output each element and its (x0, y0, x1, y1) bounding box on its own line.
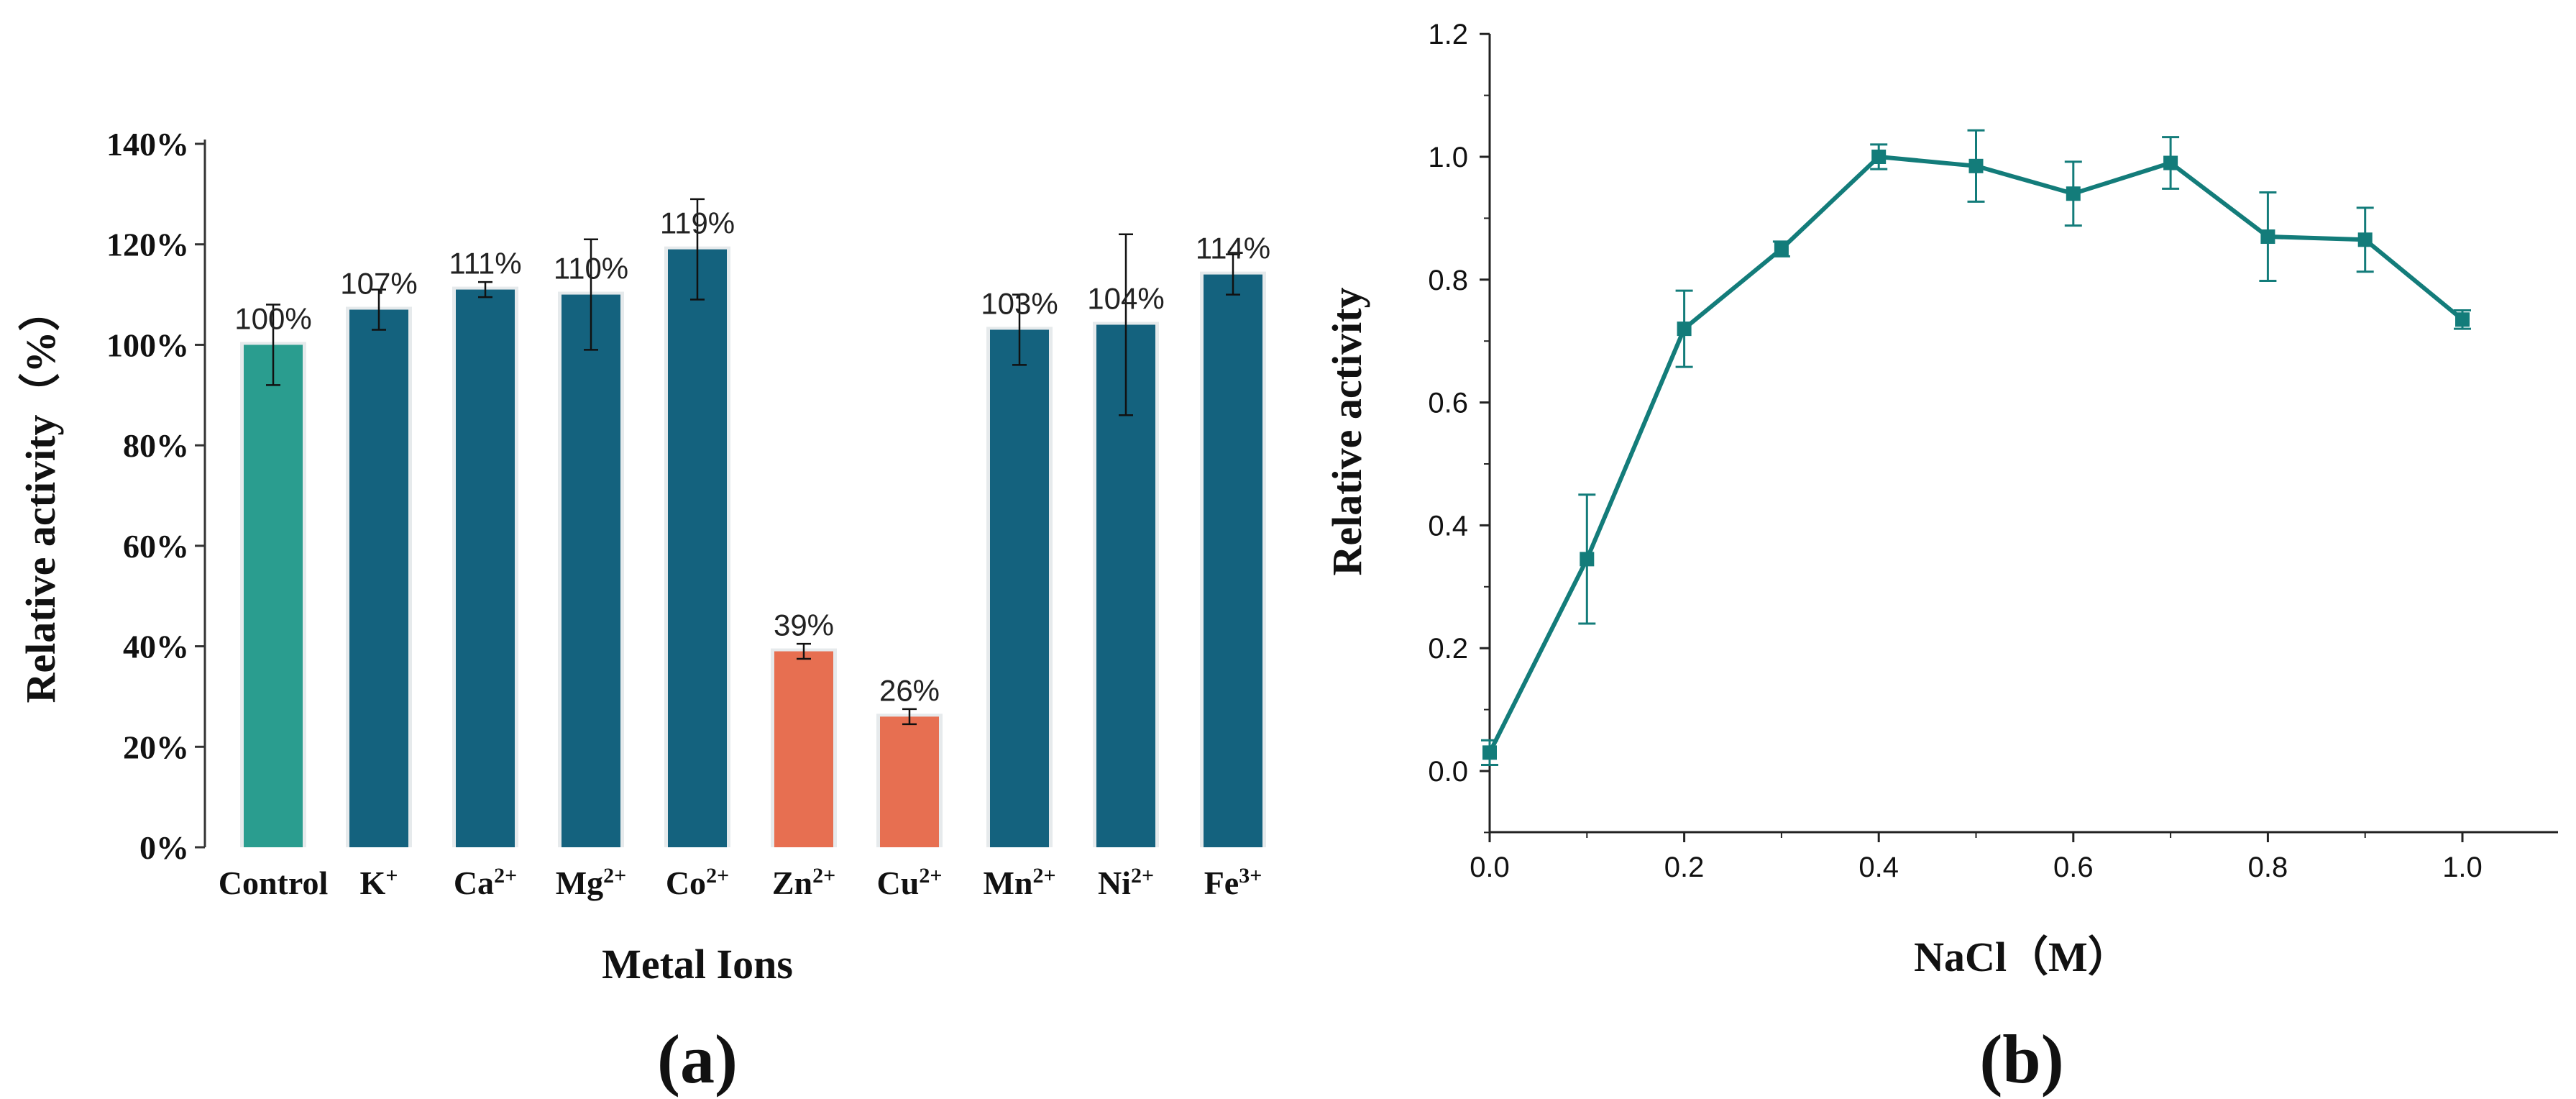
y-tick-label: 40% (123, 629, 189, 665)
y-axis-title: Relative activity (1324, 287, 1370, 575)
x-tick-label: 0.6 (2053, 852, 2094, 883)
data-label: 100% (234, 301, 311, 335)
x-tick-base: Mn (983, 865, 1032, 901)
x-tick-base: K (360, 865, 386, 901)
data-point (2066, 186, 2081, 201)
y-axis-title: Relative activity（%） (17, 289, 64, 703)
x-tick-superscript: + (385, 864, 398, 888)
y-tick-label: 1.0 (1428, 142, 1468, 173)
x-tick-label: Control (219, 865, 329, 901)
y-tick-label: 0% (139, 829, 189, 866)
bar (1204, 274, 1262, 848)
x-tick-superscript: 2+ (706, 864, 729, 888)
panel-b-line-chart: 0.0 0.2 0.4 0.6 0.8 1.0 1.2 0.0 0.2 0.4 0.6 0.8 1.0 N… (1324, 19, 2558, 1098)
x-axis-title: NaCl（M） (1914, 934, 2130, 980)
x-tick-label: Ni2+ (1098, 864, 1154, 901)
data-label: 114% (1196, 232, 1270, 265)
data-point (1968, 158, 1984, 173)
y-tick-label: 0.4 (1428, 510, 1468, 542)
y-tick-label: 100% (106, 327, 189, 363)
data-label: 110% (554, 252, 628, 286)
x-tick-superscript: 2+ (1131, 864, 1154, 888)
data-point (2357, 232, 2373, 247)
data-point (1580, 552, 1595, 567)
y-tick-label: 140% (106, 126, 189, 163)
x-tick-base: Cu (877, 865, 920, 901)
data-point (2455, 312, 2470, 327)
panel-a-bar-chart: 0% 20% 40% 60% 80% 100% 120% 140% 100% Control 107… (17, 126, 1270, 1098)
data-point (2260, 229, 2275, 245)
x-tick-base: Co (666, 865, 706, 901)
data-label: 111% (449, 247, 521, 281)
x-tick-superscript: 2+ (812, 864, 835, 888)
data-point (2163, 155, 2178, 170)
y-tick-label: 120% (106, 227, 189, 263)
y-tick-label: 1.2 (1428, 19, 1468, 50)
x-tick-base: Ni (1098, 865, 1131, 901)
bar (880, 716, 939, 847)
data-point (1482, 745, 1497, 760)
data-label: 107% (340, 267, 417, 301)
x-tick-label: Cu2+ (877, 864, 943, 901)
x-tick-superscript: 2+ (603, 864, 626, 888)
y-tick-label: 60% (123, 528, 189, 565)
bar (990, 329, 1049, 847)
x-tick-label: Mg2+ (556, 864, 627, 901)
x-tick-label: Co2+ (666, 864, 729, 901)
x-axis-title: Metal Ions (602, 941, 793, 988)
x-tick-label: Fe3+ (1204, 864, 1262, 901)
x-tick-base: Zn (772, 865, 812, 901)
data-label: 26% (879, 673, 940, 707)
x-tick-base: Mg (556, 865, 603, 901)
x-tick-label: Zn2+ (772, 864, 835, 901)
x-tick-label: Ca2+ (454, 864, 517, 901)
x-tick-base: Control (219, 865, 329, 901)
data-label: 104% (1087, 281, 1164, 315)
x-tick-label: K+ (360, 864, 398, 901)
x-tick-superscript: 2+ (494, 864, 517, 888)
data-label: 119% (660, 206, 735, 240)
y-tick-label: 20% (123, 729, 189, 765)
bar (349, 309, 408, 847)
x-tick-base: Fe (1204, 865, 1239, 901)
x-tick-label: 0.4 (1858, 852, 1899, 883)
y-tick-label: 80% (123, 427, 189, 464)
x-tick-label: Mn2+ (983, 864, 1055, 901)
y-tick-label: 0.0 (1428, 756, 1468, 788)
x-tick-superscript: 3+ (1239, 864, 1262, 888)
x-tick-label: 0.0 (1470, 852, 1510, 883)
y-tick-label: 0.8 (1428, 265, 1468, 296)
bar (774, 651, 833, 847)
x-tick-label: 1.0 (2442, 852, 2483, 883)
panel-label: (a) (657, 1021, 738, 1098)
panel-label: (b) (1979, 1021, 2063, 1098)
data-point (1871, 150, 1887, 164)
bar (562, 294, 620, 848)
x-tick-label: 0.8 (2248, 852, 2288, 883)
bar (244, 345, 303, 847)
bar (668, 249, 727, 847)
x-tick-superscript: 2+ (919, 864, 942, 888)
y-tick-label: 0.6 (1428, 388, 1468, 419)
series-line (1488, 155, 2464, 754)
bar (456, 289, 515, 848)
data-point (1774, 242, 1789, 257)
x-tick-label: 0.2 (1664, 852, 1705, 883)
y-tick-label: 0.2 (1428, 633, 1468, 665)
data-point (1677, 322, 1692, 337)
data-label: 103% (981, 286, 1058, 320)
x-tick-base: Ca (454, 865, 494, 901)
x-tick-superscript: 2+ (1032, 864, 1055, 888)
data-label: 39% (774, 608, 834, 642)
